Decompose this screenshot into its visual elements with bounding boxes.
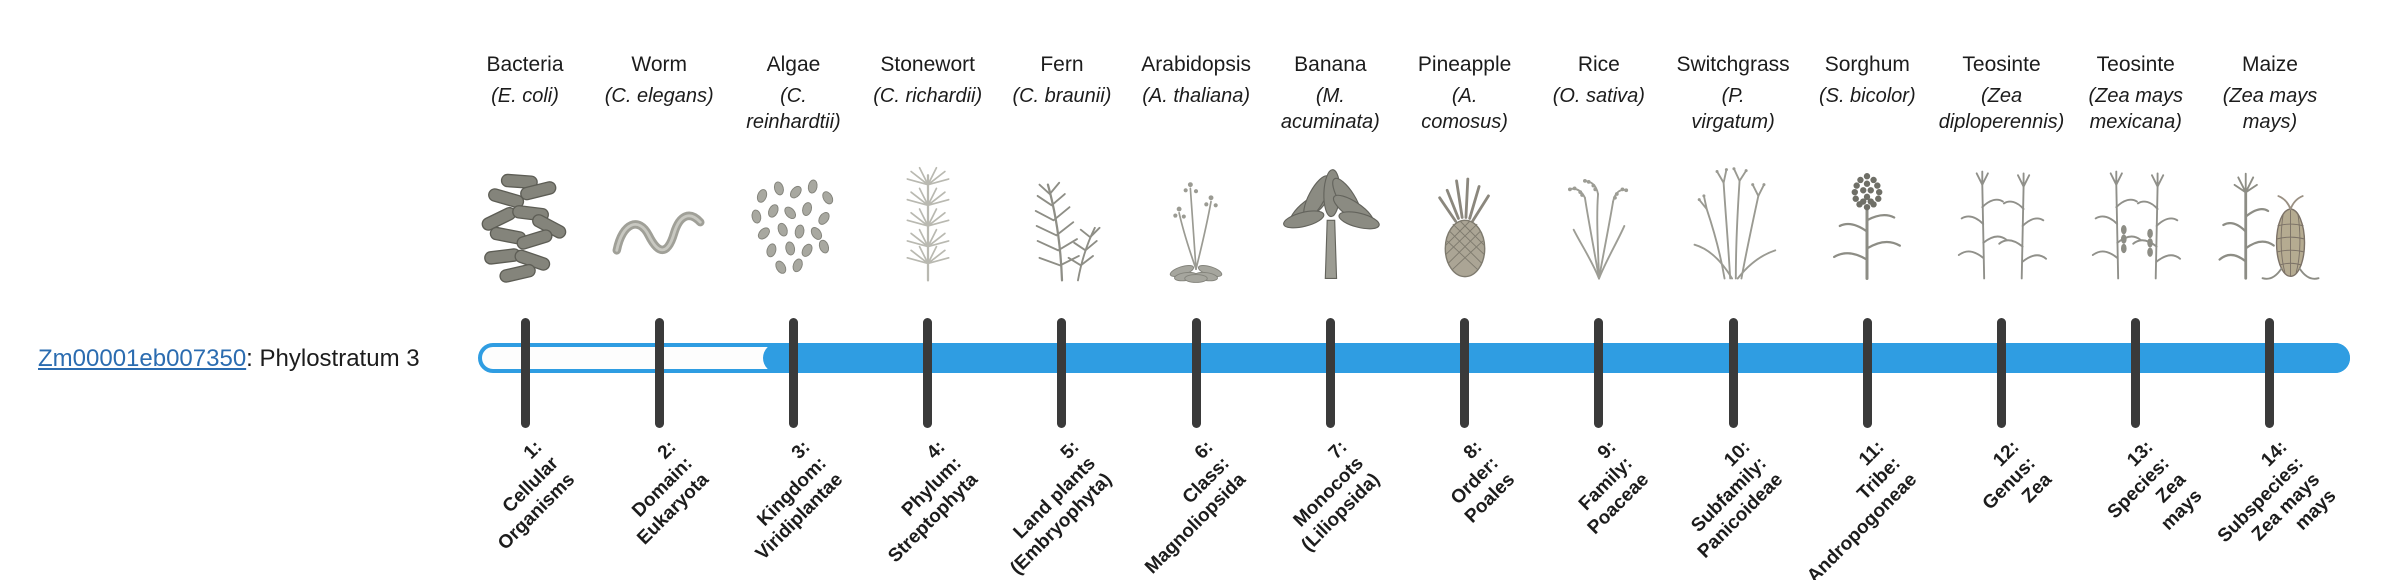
organism-common-name: Fern: [1040, 53, 1084, 76]
organism-common-name: Rice: [1577, 53, 1620, 76]
organism-common-name: Stonewort: [880, 53, 975, 76]
timeline-tick: [1997, 318, 2007, 428]
organism-column: Switchgrass (P. virgatum) 10: Subfamily:…: [1666, 30, 1800, 575]
timeline-tick: [788, 318, 798, 428]
organism-scientific-name: (C. braunii): [1012, 85, 1112, 107]
organism-scientific-name: (S. bicolor): [1818, 85, 1916, 107]
organism-scientific-name: (A. comosus): [1421, 85, 1508, 133]
timeline-tick: [654, 318, 664, 428]
organism-common-name: Teosinte: [2096, 53, 2175, 76]
timeline-tick: [1191, 318, 1201, 428]
gene-label: Zm00001eb007350: Phylostratum 3: [38, 345, 420, 373]
teosinte-illustration-icon: [1944, 148, 2060, 286]
organism-common-name: Algae: [766, 53, 821, 76]
organism-common-name: Pineapple: [1417, 53, 1512, 76]
timeline-tick: [2131, 318, 2141, 428]
timeline-tick: [1862, 318, 1872, 428]
switchgrass-illustration-icon: [1675, 148, 1791, 286]
organism-column: Teosinte (Zea mays mexicana) 13: Species…: [2069, 30, 2207, 575]
bacteria-illustration-icon: [467, 148, 583, 286]
organism-common-name: Bacteria: [486, 53, 564, 76]
organism-column: Teosinte (Zea diploperennis) 12: Genus: …: [1935, 30, 2069, 575]
organism-scientific-name: (C. elegans): [604, 85, 714, 107]
gene-id-link[interactable]: Zm00001eb007350: [38, 345, 247, 372]
stonewort-illustration-icon: [870, 148, 986, 286]
rice-illustration-icon: [1541, 148, 1657, 286]
organism-column: Sorghum (S. bicolor) 11: Tribe: Andropog…: [1800, 30, 1934, 580]
organism-column: Maize (Zea mays mays) 14: Subspecies: Ze…: [2203, 30, 2341, 575]
organism-scientific-name: (M. acuminata): [1280, 85, 1380, 133]
timeline-tick: [1325, 318, 1335, 428]
timeline-tick: [1460, 318, 1470, 428]
organism-column: Algae (C. reinhardtii) 3: Kingdom: Virid…: [726, 30, 860, 575]
maize-illustration-icon: [2212, 148, 2328, 286]
organism-column: Stonewort (C. richardii) 4: Phylum: Stre…: [861, 30, 995, 575]
timeline-tick: [923, 318, 933, 428]
organism-column: Bacteria (E. coli) 1: Cellular Organisms: [458, 30, 592, 575]
organism-scientific-name: (Zea diploperennis): [1938, 85, 2065, 133]
banana-illustration-icon: [1272, 148, 1388, 286]
timeline-tick: [1728, 318, 1738, 428]
organism-scientific-name: (O. sativa): [1552, 85, 1645, 107]
timeline-tick: [1057, 318, 1067, 428]
organism-common-name: Switchgrass: [1676, 53, 1790, 76]
organism-scientific-name: (C. richardii): [873, 85, 983, 107]
sorghum-illustration-icon: [1809, 148, 1925, 286]
organism-column: Arabidopsis (A. thaliana) 6: Class: Magn…: [1129, 30, 1263, 578]
teosinte2-illustration-icon: [2078, 148, 2194, 286]
organism-scientific-name: (A. thaliana): [1142, 85, 1251, 107]
organism-common-name: Arabidopsis: [1141, 53, 1251, 76]
organism-common-name: Sorghum: [1824, 53, 1910, 76]
organism-column: Banana (M. acuminata) 7: Monocots (Lilio…: [1263, 30, 1397, 575]
organism-column: Worm (C. elegans) 2: Domain: Eukaryota: [592, 30, 726, 575]
timeline-tick: [520, 318, 530, 428]
organism-common-name: Banana: [1294, 53, 1367, 76]
organism-column: Rice (O. sativa) 9: Family: Poaceae: [1532, 30, 1666, 575]
organism-common-name: Maize: [2241, 53, 2298, 76]
organism-scientific-name: (Zea mays mays): [2222, 85, 2318, 133]
organism-scientific-name: (C. reinhardtii): [746, 85, 841, 133]
gene-phylostratum-text: : Phylostratum 3: [246, 345, 420, 372]
organism-common-name: Teosinte: [1962, 53, 2041, 76]
timeline-fill: [763, 343, 2350, 373]
organism-column: Pineapple (A. comosus) 8: Order: Poales: [1398, 30, 1532, 575]
algae-illustration-icon: [735, 148, 851, 286]
timeline-tick: [2265, 318, 2275, 428]
organism-scientific-name: (E. coli): [491, 85, 559, 107]
worm-illustration-icon: [601, 148, 717, 286]
timeline-tick: [1594, 318, 1604, 428]
arabidopsis-illustration-icon: [1138, 148, 1254, 286]
organism-column: Fern (C. braunii) 5: Land plants (Embryo…: [995, 30, 1129, 579]
pineapple-illustration-icon: [1407, 148, 1523, 286]
fern-illustration-icon: [1004, 148, 1120, 286]
organism-scientific-name: (Zea mays mexicana): [2088, 85, 2183, 133]
organism-common-name: Worm: [631, 53, 688, 76]
organism-scientific-name: (P. virgatum): [1691, 85, 1775, 133]
